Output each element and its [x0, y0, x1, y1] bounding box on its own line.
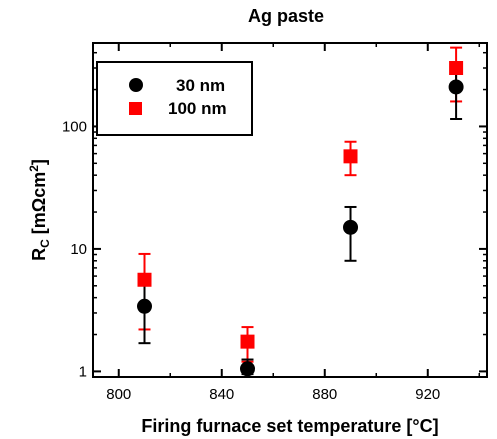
data-point-30nm [343, 219, 359, 235]
x-tick-label: 880 [312, 386, 337, 403]
data-point-100nm [137, 272, 152, 287]
data-point-30nm [137, 298, 153, 314]
legend-label-100nm: 100 nm [168, 99, 227, 118]
y-axis-label-main: R [29, 248, 49, 261]
legend-box [96, 61, 253, 136]
x-axis-label: Firing furnace set temperature [°C] [141, 416, 438, 436]
y-axis-label-sub: C [38, 239, 52, 248]
y-axis-label-sup: 2 [27, 165, 41, 172]
y-axis-label: RC [mΩcm2] [27, 159, 52, 261]
legend-marker-100nm [129, 102, 142, 115]
y-tick-label: 100 [62, 118, 87, 135]
y-axis: 1 10 100 [62, 51, 487, 380]
data-point-100nm [343, 149, 358, 164]
legend-marker-30nm [129, 78, 143, 92]
legend-label-30nm: 30 nm [176, 76, 225, 95]
legend: 30 nm 100 nm [96, 61, 253, 136]
y-tick-label: 1 [79, 363, 87, 380]
y-axis-label-rest: [mΩcm [29, 172, 49, 239]
x-tick-label: 920 [415, 386, 440, 403]
plot-area [92, 42, 488, 378]
y-tick-label: 10 [70, 241, 87, 258]
chart-title: Ag paste [248, 6, 324, 26]
y-axis-label-end: ] [29, 159, 49, 165]
x-tick-label: 840 [209, 386, 234, 403]
x-axis: 800 840 880 920 [106, 43, 481, 403]
x-tick-label: 800 [106, 386, 131, 403]
data-point-30nm [448, 79, 464, 95]
data-point-100nm [240, 334, 255, 349]
data-point-30nm [240, 361, 256, 377]
data-markers [137, 61, 464, 377]
data-point-100nm [449, 61, 464, 76]
